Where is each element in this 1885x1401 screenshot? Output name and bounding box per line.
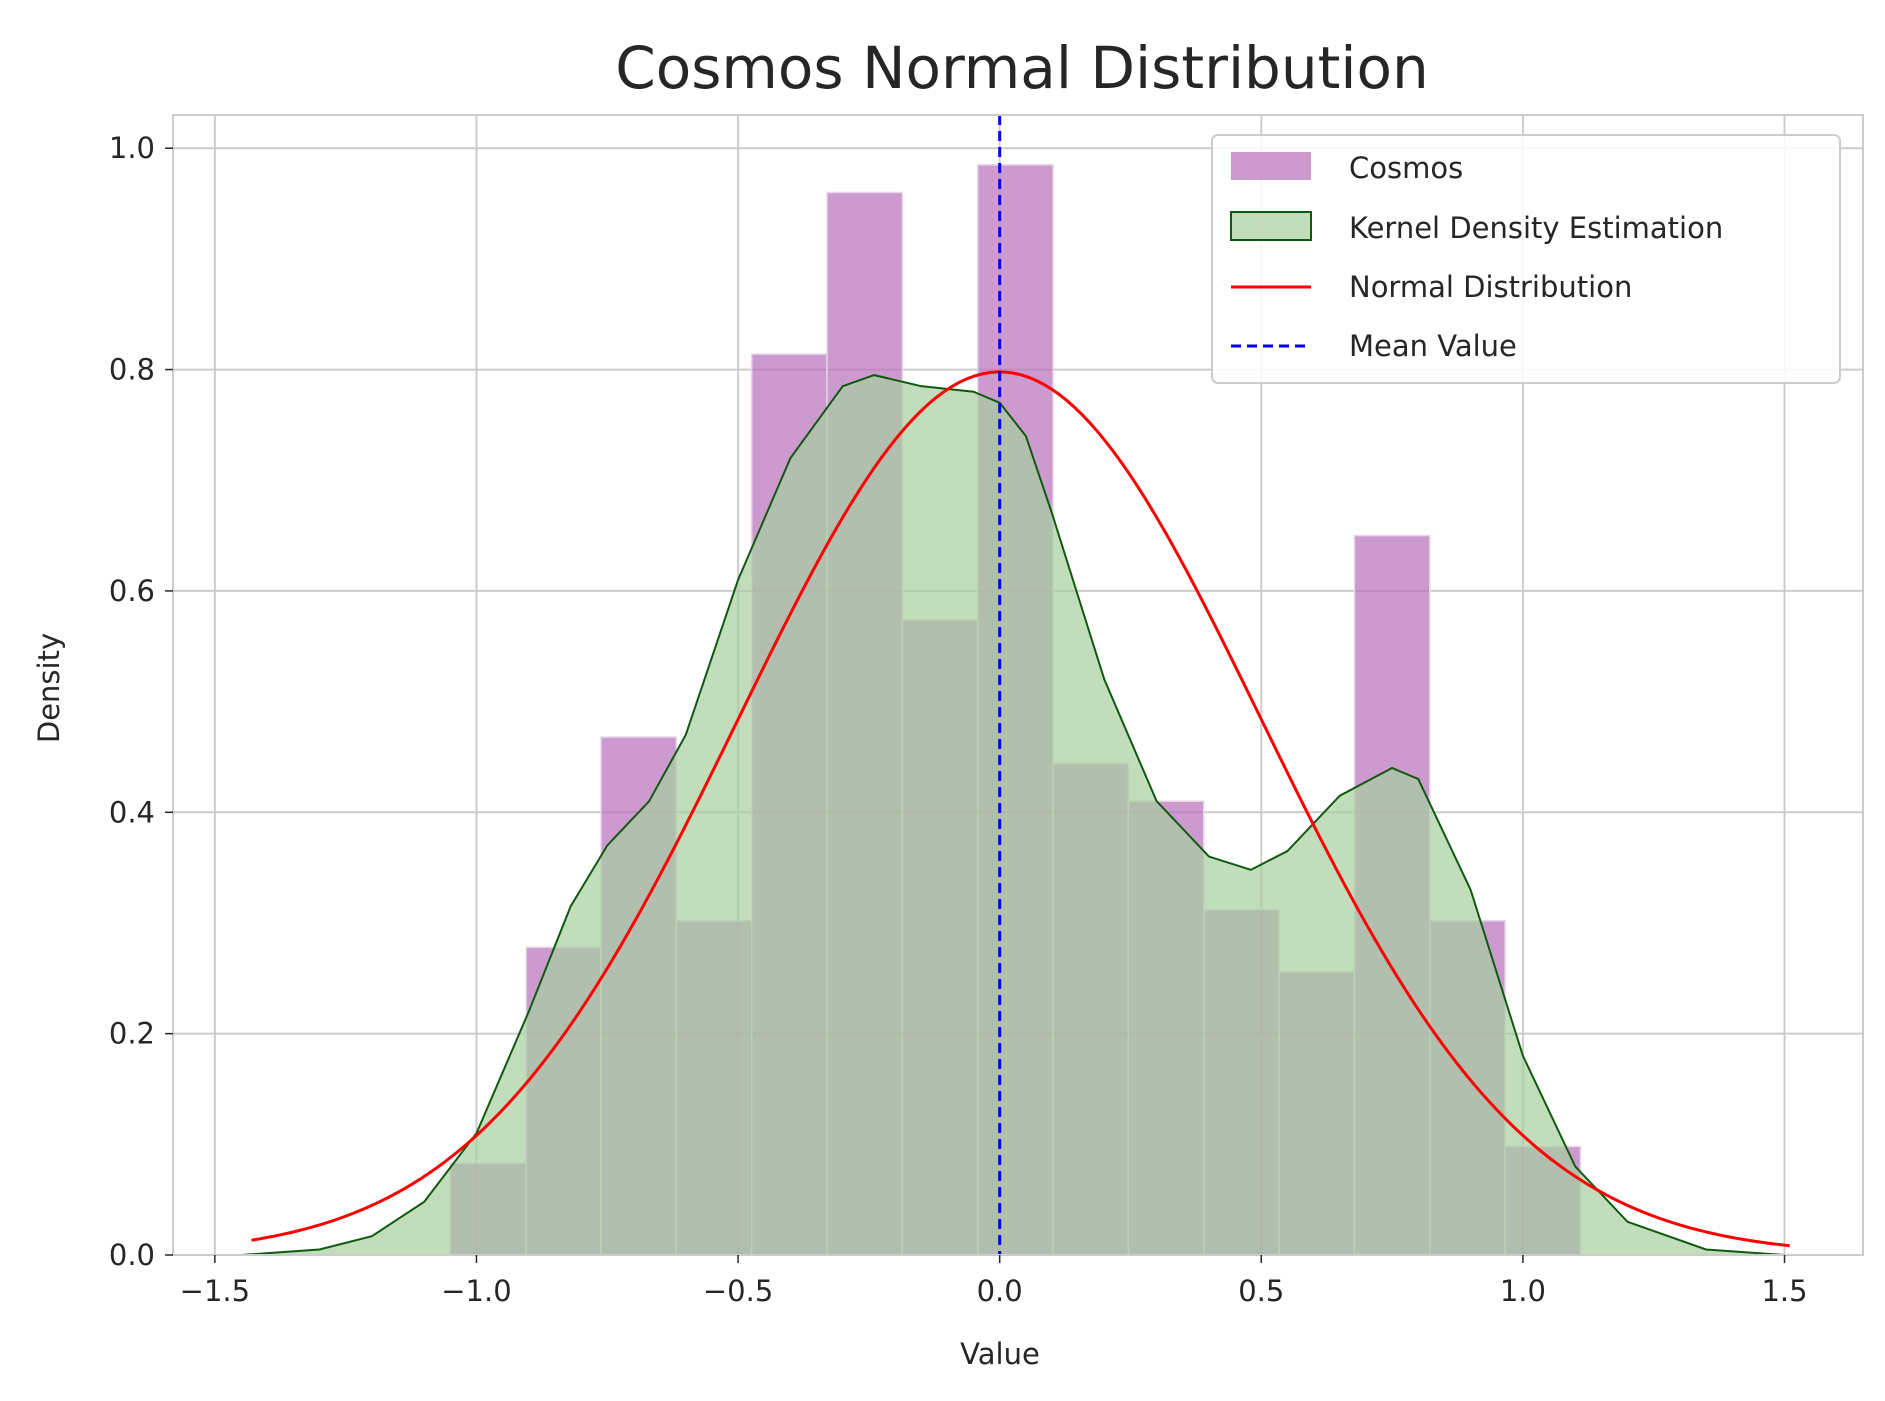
legend-label-kde: Kernel Density Estimation (1349, 211, 1723, 245)
x-tick-label: −0.5 (703, 1274, 773, 1308)
legend: Cosmos Kernel Density Estimation Normal … (1211, 134, 1841, 384)
normal-curve (251, 370, 1790, 1248)
y-tick-label: 0.6 (109, 574, 155, 608)
x-tick-label: 1.5 (1761, 1274, 1807, 1308)
y-tick-label: 0.8 (109, 353, 155, 387)
legend-swatch-kde (1230, 211, 1312, 241)
kde-area (240, 374, 1785, 1256)
y-axis-label: Density (32, 633, 66, 743)
y-tick-label: 0.4 (109, 795, 155, 829)
y-tick-label: 1.0 (109, 131, 155, 165)
x-tick-label: −1.5 (180, 1274, 250, 1308)
x-axis: −1.5 −1.0 −0.5 0.0 0.5 1.0 1.5 (180, 1255, 1808, 1308)
chart-title: Cosmos Normal Distribution (615, 34, 1429, 102)
y-tick-label: 0.2 (109, 1017, 155, 1051)
legend-label-mean: Mean Value (1349, 329, 1517, 363)
x-axis-label: Value (960, 1337, 1040, 1371)
x-tick-label: 1.0 (1500, 1274, 1546, 1308)
kde-fill (241, 375, 1785, 1256)
plot-frame (172, 114, 1864, 1256)
legend-label-normal: Normal Distribution (1349, 270, 1632, 304)
kde-line (240, 374, 1785, 1256)
x-tick-label: 0.5 (1238, 1274, 1284, 1308)
legend-box (1211, 134, 1841, 384)
y-tick-label: 0.0 (109, 1238, 155, 1272)
normal-curve-line (251, 370, 1790, 1248)
legend-label-cosmos: Cosmos (1349, 151, 1463, 185)
legend-swatch-cosmos (1231, 152, 1311, 180)
y-axis: 0.0 0.2 0.4 0.6 0.8 1.0 (109, 131, 173, 1272)
x-tick-label: 0.0 (977, 1274, 1023, 1308)
x-tick-label: −1.0 (441, 1274, 511, 1308)
